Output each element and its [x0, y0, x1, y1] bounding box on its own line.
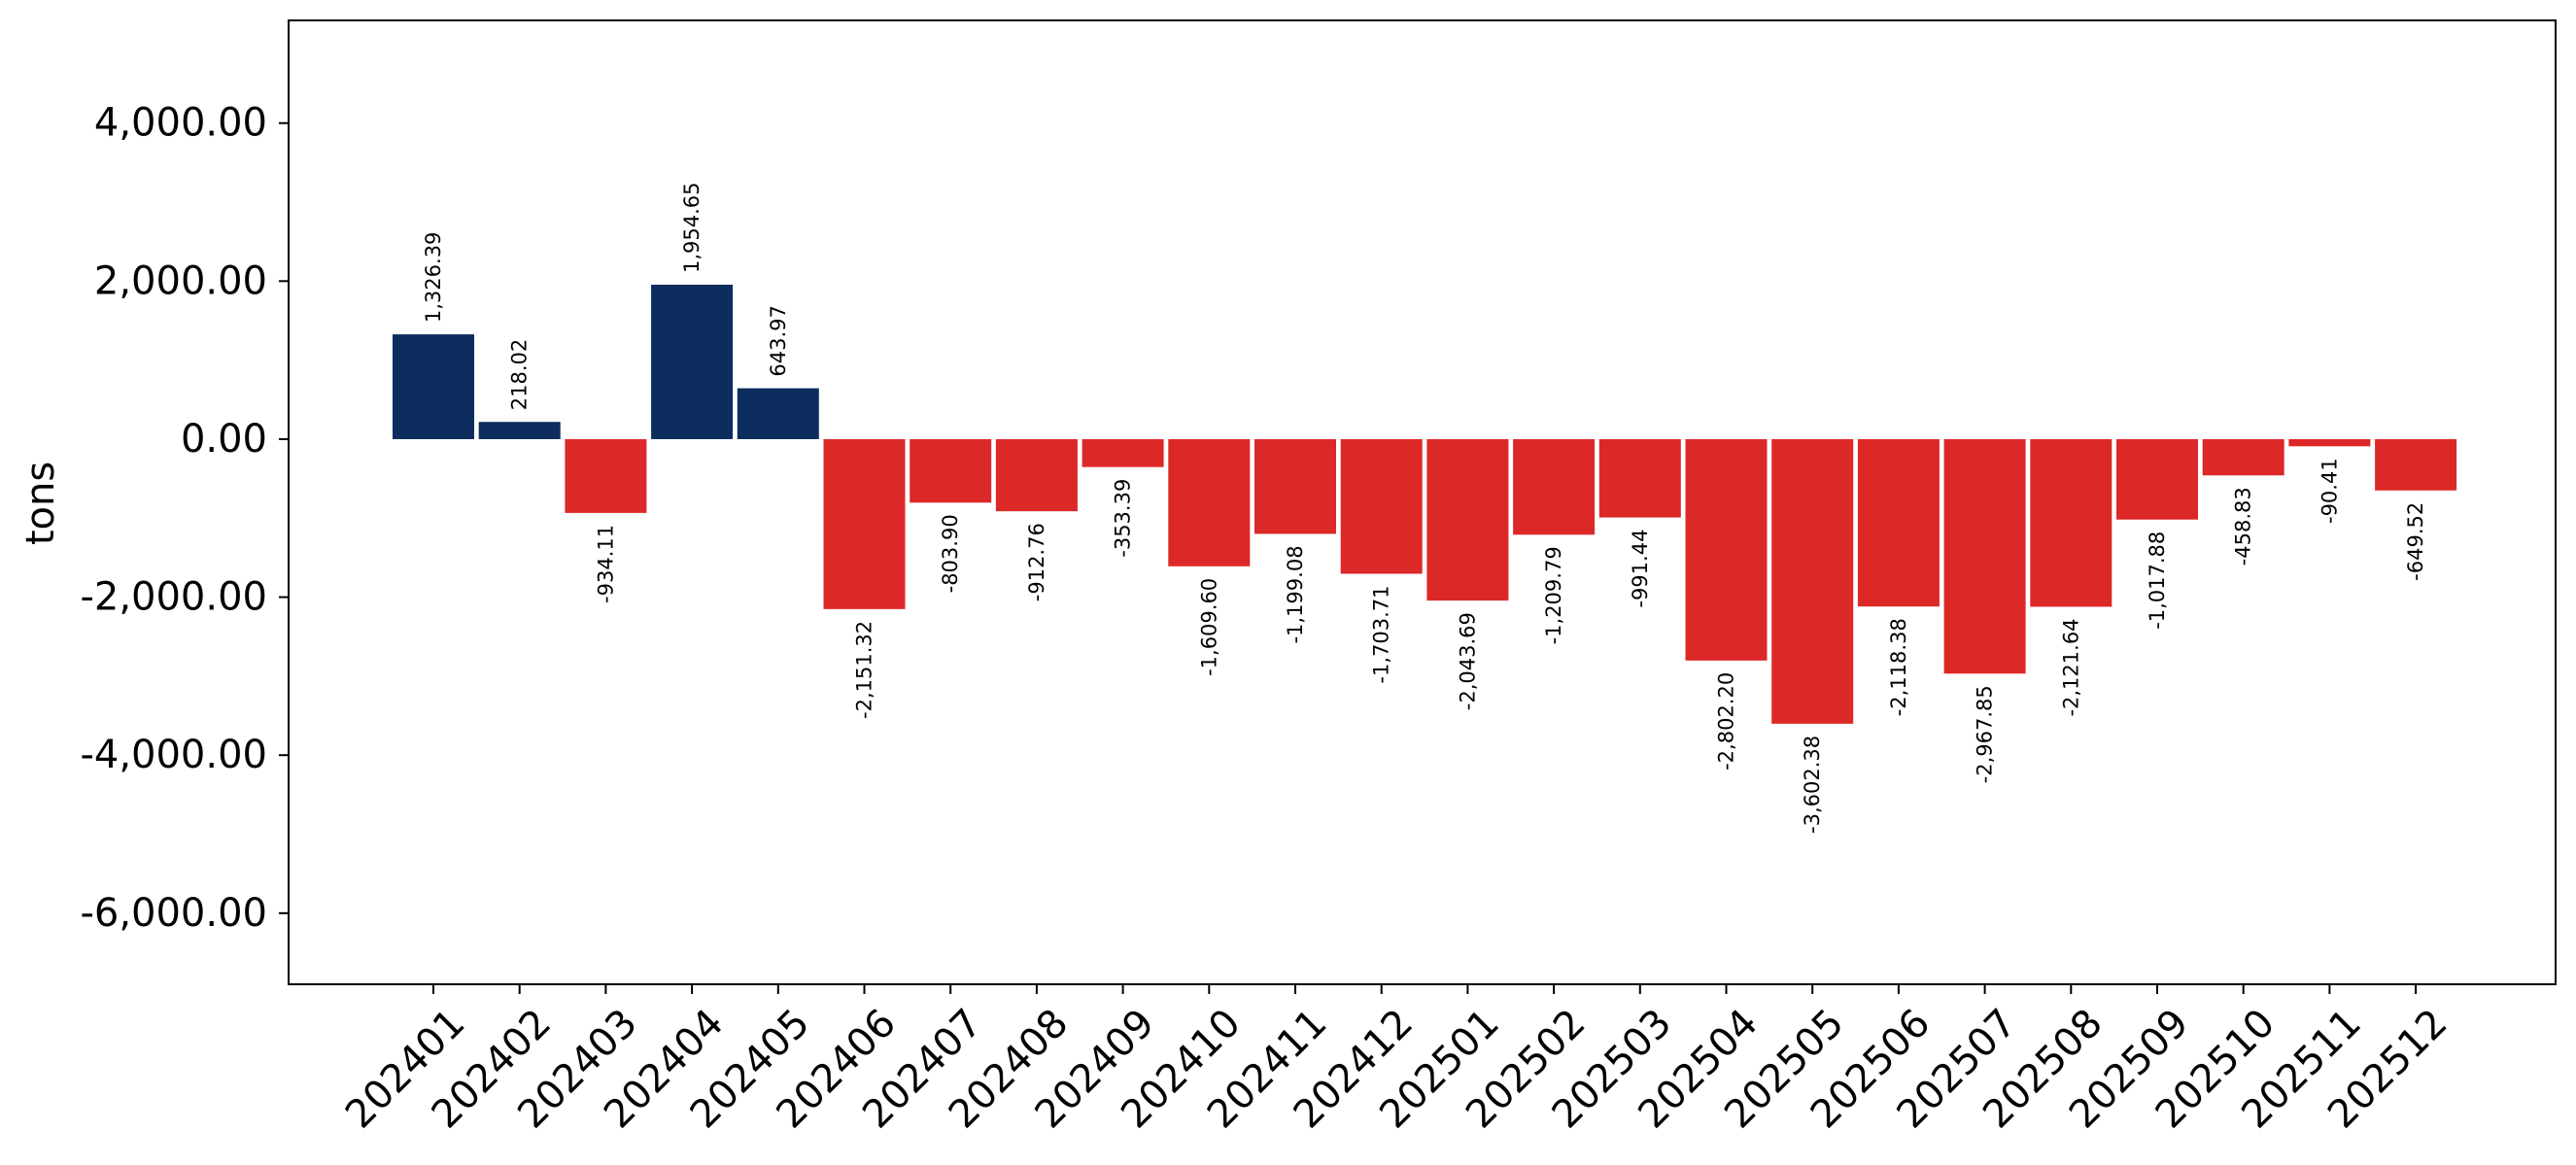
bar-value-label: -649.52 — [2404, 502, 2427, 581]
bar-202408 — [995, 438, 1078, 512]
bar-202502 — [1513, 438, 1596, 535]
bar-value-label: -2,151.32 — [853, 621, 876, 719]
bar-labels-group: 1,326.39 218.02 -934.11 1,954.65 643.97 -2,15… — [422, 182, 2427, 833]
bar-value-label: -1,703.71 — [1370, 585, 1393, 683]
y-tick-label: 0.00 — [181, 417, 267, 462]
bars-group — [393, 285, 2457, 724]
bar-202512 — [2375, 438, 2457, 491]
bar-value-label: -2,121.64 — [2059, 618, 2082, 716]
y-tick-label: 4,000.00 — [94, 101, 267, 146]
bar-202402 — [478, 422, 561, 439]
bar-value-label: -2,118.38 — [1887, 618, 1910, 716]
bar-202506 — [1857, 438, 1940, 607]
bar-value-label: -90.41 — [2318, 458, 2341, 524]
bar-value-label: 1,954.65 — [680, 182, 704, 273]
y-axis: 4,000.00 2,000.00 0.00 -2,000.00 -4,000.00 -6… — [80, 101, 289, 936]
bar-202404 — [651, 285, 734, 439]
bar-value-label: -991.44 — [1629, 530, 1652, 608]
bar-202403 — [565, 438, 647, 513]
bar-202508 — [2030, 438, 2112, 607]
plot-frame — [288, 19, 2557, 985]
bar-202507 — [1943, 438, 2026, 674]
bar-value-label: -2,967.85 — [1974, 685, 1997, 783]
y-tick-label: -4,000.00 — [80, 733, 267, 777]
bar-202510 — [2202, 438, 2284, 476]
bar-value-label: -934.11 — [594, 525, 617, 603]
bar-value-label: -1,199.08 — [1284, 545, 1307, 643]
y-axis-label: tons — [18, 462, 63, 545]
bar-202405 — [737, 388, 819, 439]
bar-202503 — [1598, 438, 1681, 518]
bar-202511 — [2288, 438, 2371, 447]
bar-202505 — [1771, 438, 1854, 724]
bar-202401 — [393, 334, 474, 439]
bar-202410 — [1168, 438, 1251, 566]
bar-202407 — [910, 438, 992, 503]
bar-202406 — [823, 438, 906, 609]
bar-value-label: -1,017.88 — [2146, 531, 2169, 630]
y-tick-label: -2,000.00 — [80, 575, 267, 620]
bar-202509 — [2116, 438, 2198, 520]
bar-value-label: -353.39 — [1112, 479, 1135, 558]
bar-202501 — [1426, 438, 1509, 601]
bar-value-label: 643.97 — [767, 305, 790, 376]
bar-202411 — [1254, 438, 1336, 534]
bar-value-label: -458.83 — [2232, 487, 2255, 565]
bar-value-label: 1,326.39 — [422, 232, 445, 324]
bar-value-label: -912.76 — [1025, 523, 1048, 601]
y-tick-label: 2,000.00 — [94, 258, 267, 303]
bar-value-label: -3,602.38 — [1801, 736, 1824, 834]
bar-value-label: -803.90 — [939, 514, 962, 593]
bar-value-label: -2,043.69 — [1456, 612, 1479, 710]
bar-value-label: 218.02 — [508, 339, 532, 410]
bar-202504 — [1685, 438, 1768, 661]
bar-202409 — [1082, 438, 1164, 467]
y-tick-label: -6,000.00 — [80, 891, 267, 936]
bar-value-label: -1,609.60 — [1197, 578, 1220, 676]
bar-value-label: -2,802.20 — [1715, 672, 1738, 771]
bar-202412 — [1340, 438, 1423, 574]
bar-value-label: -1,209.79 — [1542, 546, 1565, 644]
